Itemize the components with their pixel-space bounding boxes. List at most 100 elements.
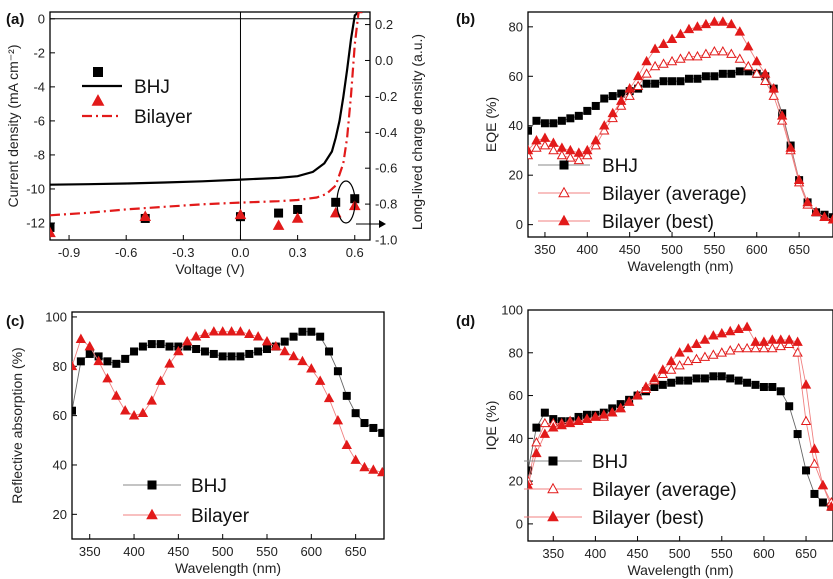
data-point xyxy=(289,332,298,341)
data-point xyxy=(682,355,694,366)
data-point xyxy=(792,336,803,346)
legend-label: BHJ xyxy=(134,77,170,98)
x-tick-label: 450 xyxy=(619,242,641,257)
data-point xyxy=(717,16,729,26)
data-point xyxy=(734,53,745,63)
y2-tick-label: -0.8 xyxy=(375,197,397,212)
panel-2: 350 400 450 500 550 600 650 20 40 60 80 100 Waveleng… xyxy=(6,309,385,576)
plot-frame xyxy=(527,11,833,238)
data-point xyxy=(710,72,719,81)
data-point xyxy=(93,355,104,366)
data-point xyxy=(190,331,202,341)
data-point xyxy=(658,380,667,389)
data-point xyxy=(333,367,342,376)
legend-marker xyxy=(93,67,103,77)
data-point xyxy=(733,342,744,353)
data-point xyxy=(641,68,652,78)
data-point xyxy=(528,126,532,135)
data-point xyxy=(708,349,719,359)
data-point xyxy=(528,144,534,155)
x-tick-label: 550 xyxy=(711,546,733,561)
y-axis-label: Current density (mA cm⁻²) xyxy=(5,45,21,208)
data-point xyxy=(234,208,247,220)
x-tick-label: 650 xyxy=(795,546,817,561)
y-tick-labels: 0 20 40 60 80 xyxy=(509,19,533,232)
y-tick-label: 0 xyxy=(516,217,523,232)
x-tick-label: -0.6 xyxy=(115,245,137,260)
data-point xyxy=(164,358,175,368)
x-axis-label: Wavelength (nm) xyxy=(627,562,733,578)
data-point xyxy=(726,18,737,29)
data-point xyxy=(591,101,600,110)
data-point xyxy=(582,149,593,160)
data-point xyxy=(725,345,736,355)
data-point xyxy=(666,33,678,44)
data-point xyxy=(556,419,567,430)
data-point xyxy=(377,466,384,477)
data-point xyxy=(700,48,712,58)
data-point xyxy=(809,443,820,453)
data-point xyxy=(668,77,677,86)
data-point xyxy=(776,110,788,120)
y2-tick-label: -1.0 xyxy=(375,233,397,248)
legend-marker xyxy=(146,508,158,520)
y-tick-label: 20 xyxy=(509,474,523,489)
data-point xyxy=(192,345,201,354)
data-point xyxy=(751,68,762,78)
data-point xyxy=(341,439,352,450)
data-point xyxy=(280,337,289,346)
data-point xyxy=(307,327,316,336)
data-point xyxy=(245,349,254,358)
x-axis-label: Wavelength (nm) xyxy=(175,560,281,576)
data-point xyxy=(675,376,684,385)
y-tick-label: 80 xyxy=(509,19,523,34)
data-point xyxy=(565,144,576,155)
data-point xyxy=(111,390,122,400)
series-bilayer-long-lived xyxy=(50,199,361,238)
y-tick-label: 20 xyxy=(53,507,67,522)
y-tick-label: 60 xyxy=(53,408,67,423)
data-point xyxy=(314,375,326,385)
data-point xyxy=(226,326,237,336)
data-point xyxy=(574,111,583,120)
data-point xyxy=(675,53,686,63)
data-point xyxy=(279,345,290,356)
data-point xyxy=(599,120,610,130)
x-tick-label: 0.0 xyxy=(231,245,249,260)
x-tick-label: 450 xyxy=(627,546,649,561)
y-tick-label: 100 xyxy=(501,303,523,318)
data-point xyxy=(556,149,568,160)
data-point xyxy=(649,372,660,383)
data-point xyxy=(540,408,549,417)
plot-frame xyxy=(49,11,371,241)
x-tick-label: 600 xyxy=(746,242,768,257)
y-tick-label: 0 xyxy=(516,516,523,531)
data-point xyxy=(716,327,727,338)
legend-label: BHJ xyxy=(602,156,638,177)
data-point xyxy=(128,410,140,420)
x-tick-labels: 350 400 450 500 550 600 650 xyxy=(79,534,366,559)
data-point xyxy=(682,342,694,353)
data-point xyxy=(829,213,833,222)
data-point xyxy=(581,413,593,423)
data-point xyxy=(272,219,285,230)
y-tick-label: 60 xyxy=(509,388,523,403)
data-point xyxy=(236,352,245,361)
data-point xyxy=(810,489,819,498)
data-point xyxy=(72,406,76,415)
series-bilayer-average- xyxy=(528,45,833,224)
data-point xyxy=(666,55,678,66)
data-point xyxy=(557,116,566,125)
data-point xyxy=(810,206,822,217)
data-point xyxy=(244,328,255,339)
data-point xyxy=(607,107,618,118)
data-point xyxy=(298,327,307,336)
data-point xyxy=(590,134,601,145)
data-point xyxy=(360,419,369,428)
plot-area xyxy=(528,321,833,511)
data-point xyxy=(658,38,669,48)
data-point xyxy=(641,55,652,66)
data-point xyxy=(709,372,718,381)
data-point xyxy=(539,139,551,150)
